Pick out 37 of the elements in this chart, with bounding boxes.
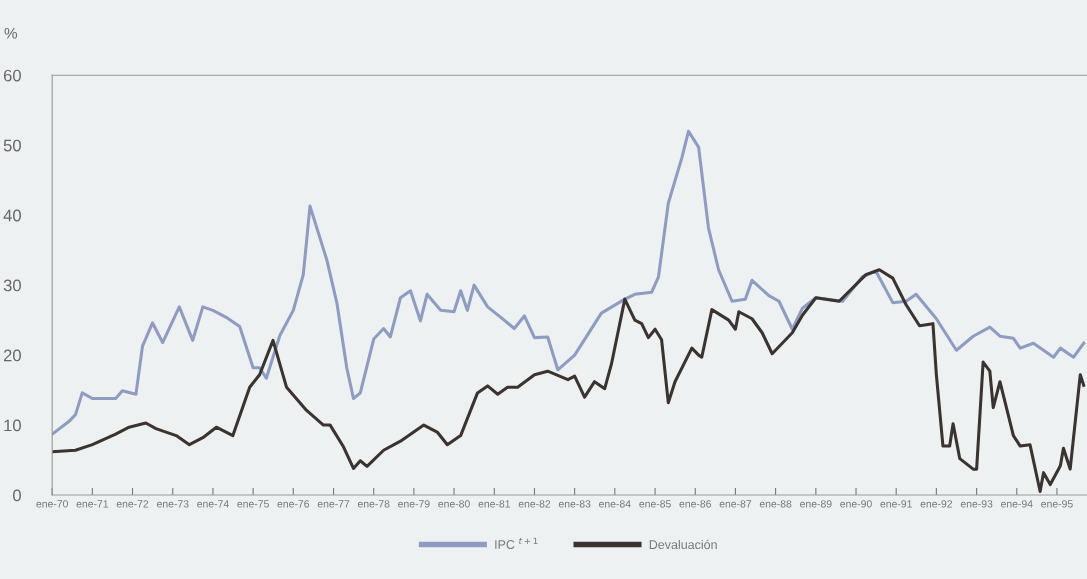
x-tick-label: ene-70 — [36, 500, 68, 508]
y-tick-label: 50 — [3, 139, 21, 152]
y-axis-title: % — [4, 27, 18, 39]
x-tick-label: ene-74 — [197, 500, 229, 508]
x-tick-label: ene-81 — [478, 500, 511, 508]
x-tick-label: ene-88 — [759, 500, 792, 508]
x-tick-label: ene-95 — [1041, 500, 1073, 508]
x-tick-label: ene-89 — [800, 500, 832, 508]
x-tick-label: ene-94 — [1001, 500, 1033, 508]
x-tick-label: ene-91 — [880, 500, 912, 508]
x-tick-label: ene-79 — [398, 500, 430, 508]
x-tick-label: ene-71 — [76, 500, 109, 508]
y-tick-label: 0 — [13, 489, 21, 502]
x-tick-label: ene-83 — [558, 500, 591, 508]
y-tick-label: 10 — [4, 419, 21, 432]
y-tick-label: 60 — [3, 69, 21, 82]
y-tick-label: 20 — [3, 349, 21, 362]
line-series — [52, 129, 1086, 436]
x-tick-label: ene-76 — [277, 500, 310, 508]
x-tick-label: ene-73 — [157, 500, 189, 508]
x-tick-label: ene-87 — [719, 500, 752, 508]
x-tick-label: ene-72 — [116, 500, 149, 508]
y-tick-label: 30 — [3, 279, 21, 292]
x-tick-label: ene-90 — [840, 500, 872, 508]
x-tick-label: ene-82 — [518, 500, 551, 508]
y-tick-label: 40 — [3, 209, 21, 222]
x-tick-label: ene-78 — [357, 500, 390, 508]
x-tick-label: ene-84 — [599, 500, 631, 508]
x-tick-label: ene-75 — [237, 500, 269, 508]
x-tick-label: ene-85 — [639, 500, 671, 508]
x-tick-label: ene-93 — [960, 500, 993, 508]
legend-label: Devaluación — [649, 539, 717, 550]
x-tick-label: ene-77 — [317, 500, 350, 508]
x-tick-label: ene-92 — [920, 500, 953, 508]
x-tick-label: ene-86 — [679, 500, 712, 508]
x-tick-label: ene-80 — [438, 500, 470, 508]
legend-label: IPC $^{t+1}$ — [495, 537, 538, 549]
